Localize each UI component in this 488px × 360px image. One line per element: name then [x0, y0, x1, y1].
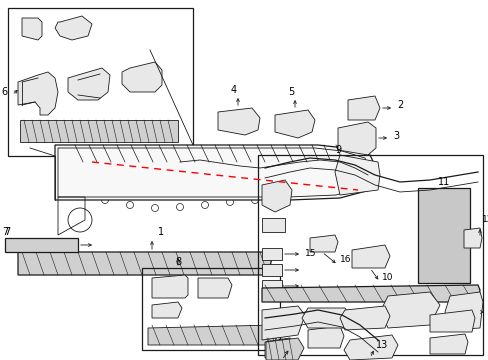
Polygon shape [22, 18, 42, 40]
Polygon shape [265, 338, 304, 360]
Text: 13: 13 [375, 340, 387, 350]
Polygon shape [55, 16, 92, 40]
Polygon shape [122, 62, 162, 92]
Polygon shape [262, 264, 282, 276]
Polygon shape [429, 310, 474, 332]
Polygon shape [309, 235, 337, 252]
Polygon shape [379, 292, 439, 328]
Polygon shape [152, 275, 187, 298]
Polygon shape [337, 122, 375, 155]
Text: 4: 4 [230, 85, 237, 95]
Text: 15: 15 [305, 249, 316, 258]
Polygon shape [444, 292, 482, 330]
Polygon shape [218, 108, 260, 135]
Polygon shape [148, 325, 278, 345]
Text: 7: 7 [4, 227, 10, 237]
Polygon shape [198, 278, 231, 298]
Bar [142, 268, 280, 350]
Text: 6: 6 [1, 87, 7, 97]
Polygon shape [264, 338, 293, 358]
Polygon shape [262, 180, 291, 212]
Polygon shape [339, 306, 389, 330]
Text: 2: 2 [396, 100, 403, 110]
Polygon shape [334, 155, 379, 195]
Text: 5: 5 [287, 87, 293, 97]
Bar [20, 120, 178, 142]
Text: 9: 9 [334, 145, 340, 155]
Polygon shape [68, 68, 110, 100]
Bar [258, 155, 482, 355]
Polygon shape [18, 252, 271, 275]
Bar [8, 8, 193, 156]
Polygon shape [274, 110, 314, 138]
Text: 7: 7 [2, 227, 8, 237]
Text: 11: 11 [437, 177, 449, 187]
Polygon shape [429, 334, 467, 354]
Polygon shape [262, 280, 282, 292]
Text: 16: 16 [339, 256, 351, 265]
Polygon shape [302, 308, 351, 328]
Polygon shape [262, 218, 285, 232]
Text: 3: 3 [392, 131, 398, 141]
Polygon shape [262, 248, 282, 260]
Polygon shape [463, 228, 481, 248]
Polygon shape [18, 72, 58, 115]
Polygon shape [347, 96, 379, 120]
Text: 8: 8 [175, 257, 181, 267]
Polygon shape [307, 326, 343, 348]
Text: 10: 10 [381, 274, 393, 283]
Bar [417, 188, 469, 283]
Polygon shape [262, 285, 479, 302]
Polygon shape [55, 145, 377, 200]
Text: 12: 12 [481, 216, 488, 225]
Polygon shape [152, 302, 182, 318]
Polygon shape [5, 238, 78, 252]
Text: 1: 1 [158, 227, 164, 237]
Polygon shape [351, 245, 389, 268]
Polygon shape [262, 306, 305, 340]
Polygon shape [343, 335, 397, 360]
